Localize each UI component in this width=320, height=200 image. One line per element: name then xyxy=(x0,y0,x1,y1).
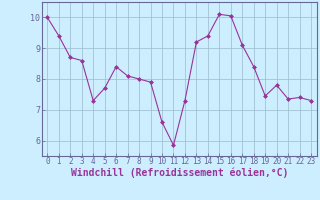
X-axis label: Windchill (Refroidissement éolien,°C): Windchill (Refroidissement éolien,°C) xyxy=(70,168,288,178)
